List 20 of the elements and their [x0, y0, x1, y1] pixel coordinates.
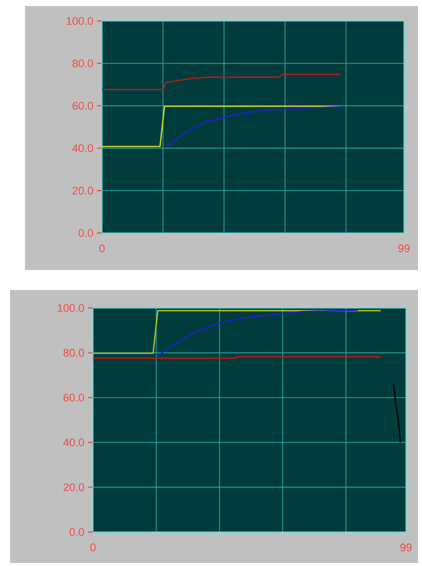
x-tick-label: 0 — [90, 544, 96, 552]
y-tick-label: 0.0 — [70, 528, 84, 536]
line-series — [166, 106, 341, 148]
y-tick-label: 80.0 — [64, 348, 84, 357]
x-tick-label: 99 — [400, 544, 412, 552]
y-tick-label: 20.0 — [64, 483, 84, 492]
y-tick-label: 40.0 — [72, 144, 94, 152]
y-tick-label: 100.0 — [58, 304, 84, 312]
line-series — [393, 384, 401, 444]
line-series — [157, 310, 359, 356]
y-tick-label: 0.0 — [78, 229, 94, 237]
y-tick-label: 20.0 — [72, 186, 94, 194]
y-tick-label: 80.0 — [72, 60, 94, 68]
line-series — [102, 74, 341, 90]
y-tick-label: 100.0 — [66, 17, 94, 25]
x-tick-label: 99 — [398, 244, 410, 252]
y-tick-label: 60.0 — [72, 102, 94, 110]
x-tick-label: 0 — [99, 244, 105, 252]
y-tick-label: 40.0 — [63, 438, 84, 446]
y-tick-label: 60.0 — [64, 394, 84, 402]
